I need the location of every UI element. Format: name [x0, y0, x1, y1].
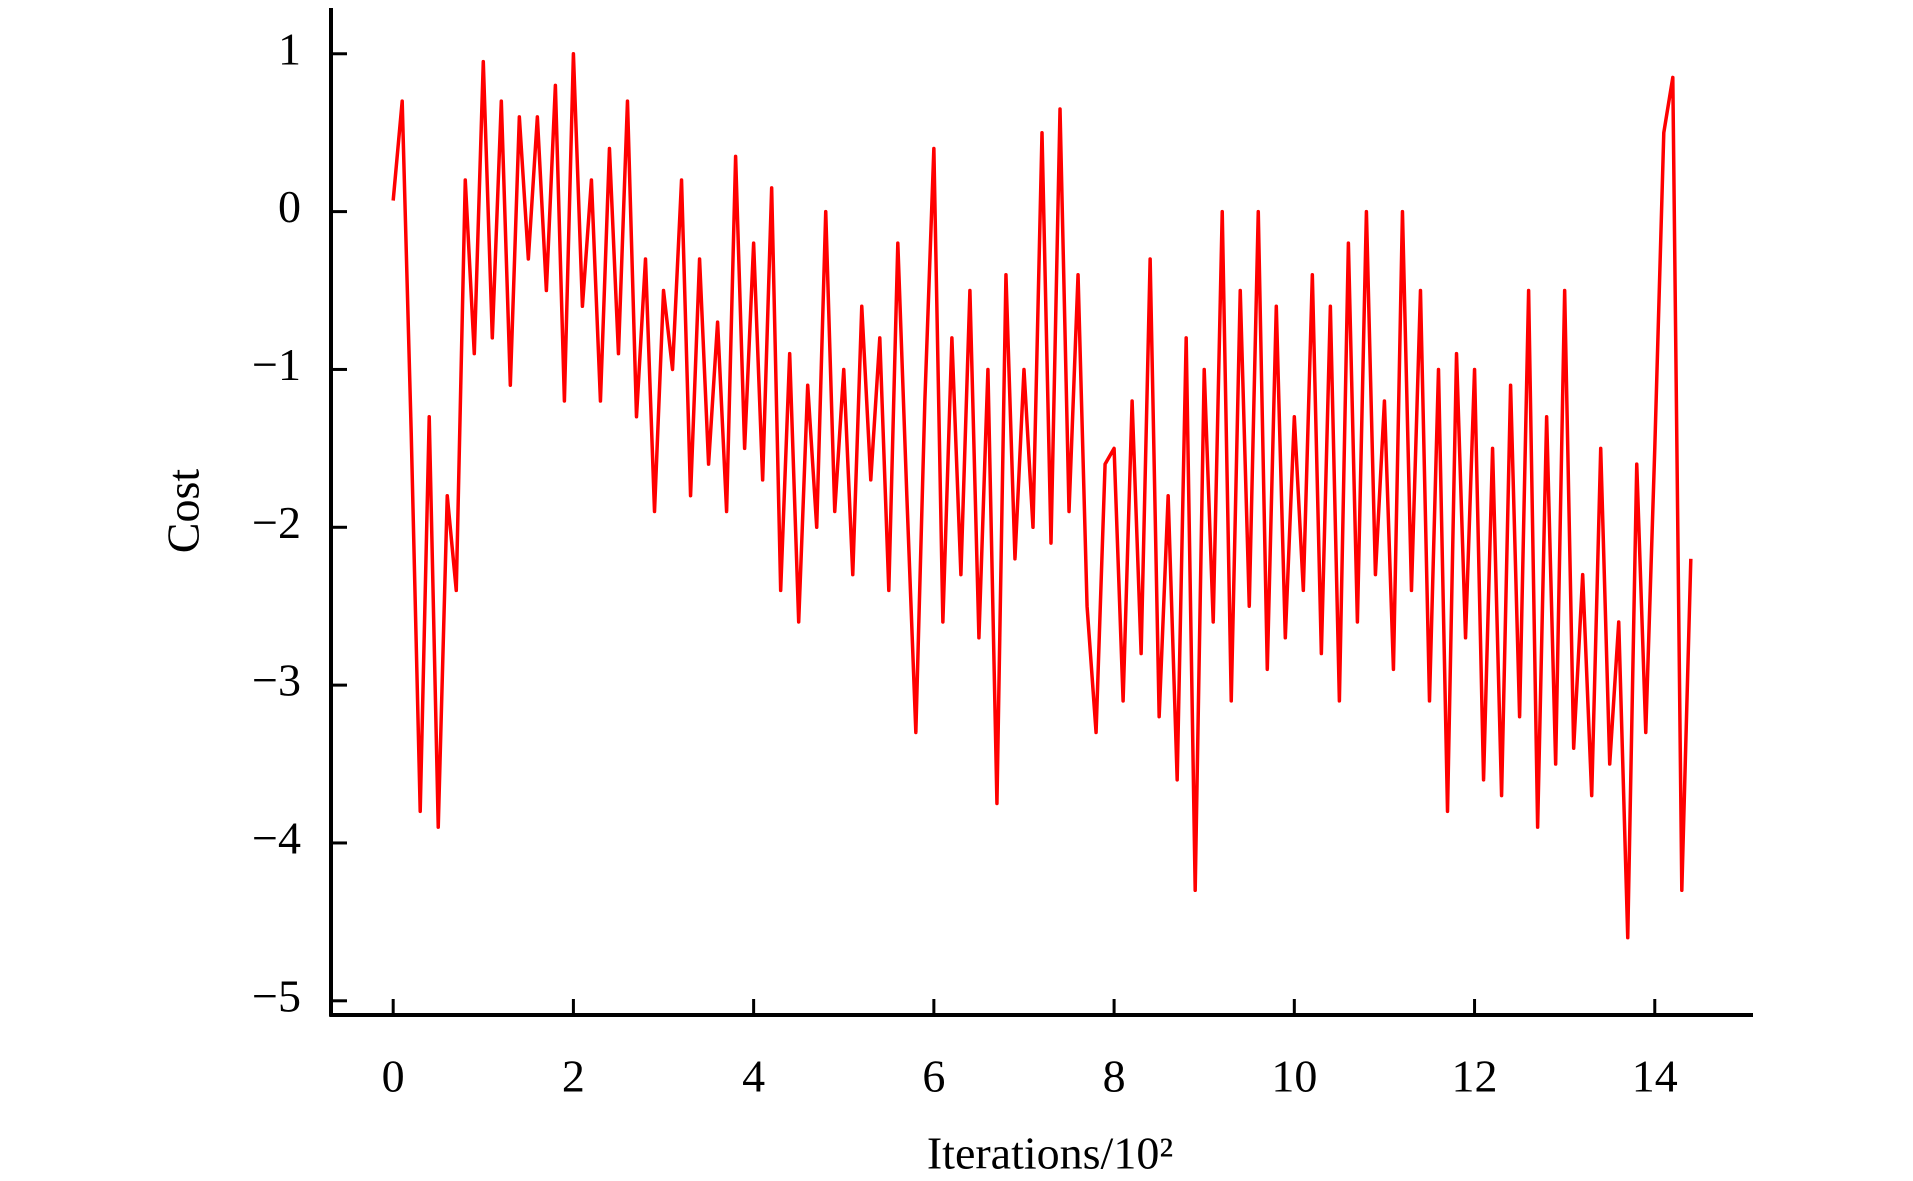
y-tick-label: −5 [252, 970, 301, 1021]
x-tick-label: 6 [922, 1051, 945, 1102]
x-axis-label: Iterations/10² [927, 1128, 1173, 1179]
y-tick-label: −3 [252, 655, 301, 706]
y-axis-label: Cost [158, 469, 209, 554]
x-tick-label: 2 [562, 1051, 585, 1102]
y-tick-label: −4 [252, 813, 301, 864]
y-tick-label: −2 [252, 497, 301, 548]
x-tick-label: 14 [1632, 1051, 1678, 1102]
x-tick-label: 10 [1271, 1051, 1317, 1102]
x-tick-label: 0 [382, 1051, 405, 1102]
y-tick-label: 0 [278, 181, 301, 232]
cost-line [391, 52, 1693, 940]
x-tick-label: 12 [1452, 1051, 1498, 1102]
y-tick-label: 1 [278, 23, 301, 74]
x-tick-label: 4 [742, 1051, 765, 1102]
y-tick-label: −1 [252, 339, 301, 390]
x-tick-label: 8 [1103, 1051, 1126, 1102]
